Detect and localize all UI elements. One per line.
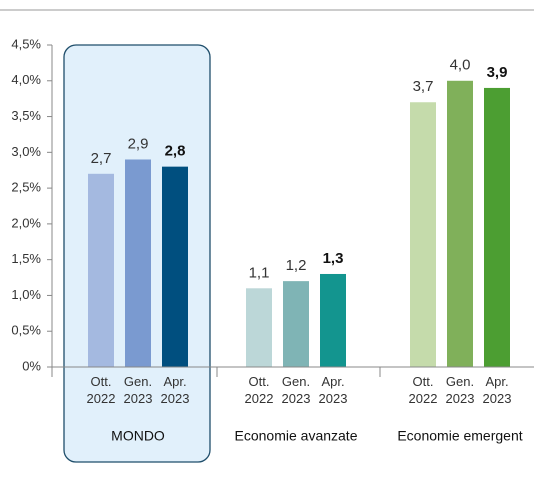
sub-category-label: Gen. 2023 [282, 374, 311, 406]
sub-category-label: Ott. 2022 [245, 374, 274, 406]
y-tick-label: 2,0% [11, 215, 41, 230]
y-tick-label: 4,5% [11, 36, 41, 51]
bar [410, 102, 436, 367]
value-label: 1,3 [323, 250, 344, 267]
value-label: 1,2 [286, 257, 307, 274]
category-label: Economie avanzate [235, 428, 358, 444]
bar [283, 281, 309, 367]
sub-label-line: 2022 [409, 391, 438, 406]
sub-category-label: Apr. 2023 [483, 374, 512, 406]
sub-label-line: 2023 [282, 391, 311, 406]
value-label: 1,1 [249, 264, 270, 281]
sub-label-line: 2023 [446, 391, 475, 406]
bar [484, 87, 510, 367]
sub-label-line: Gen. [124, 374, 152, 389]
sub-label-line: Ott. [249, 374, 270, 389]
y-tick-label: 3,5% [11, 108, 41, 123]
y-tick-label: 2,5% [11, 180, 41, 195]
y-tick-label: 3,0% [11, 144, 41, 159]
sub-label-line: Ott. [413, 374, 434, 389]
y-tick-label: 1,0% [11, 287, 41, 302]
value-label: 2,9 [128, 135, 149, 152]
category-label: Economie emergent [397, 428, 522, 444]
y-tick-label: 0% [22, 358, 41, 373]
sub-category-label: Gen. 2023 [446, 374, 475, 406]
sub-label-line: 2022 [87, 391, 116, 406]
sub-label-line: 2023 [124, 391, 153, 406]
y-tick-label: 0,5% [11, 323, 41, 338]
sub-label-line: 2022 [245, 391, 274, 406]
sub-label-line: Apr. [485, 374, 508, 389]
sub-label-line: Apr. [163, 374, 186, 389]
sub-label-line: Ott. [91, 374, 112, 389]
value-label: 2,7 [91, 150, 112, 167]
bar [320, 273, 346, 367]
y-tick-label: 1,5% [11, 251, 41, 266]
sub-label-line: 2023 [319, 391, 348, 406]
sub-label-line: 2023 [483, 391, 512, 406]
value-label: 4,0 [450, 57, 471, 74]
sub-label-line: 2023 [161, 391, 190, 406]
value-label: 3,9 [487, 64, 508, 81]
bar [447, 80, 473, 368]
y-tick-label: 4,0% [11, 72, 41, 87]
bar [125, 159, 151, 367]
bar [246, 288, 272, 367]
sub-category-label: Gen. 2023 [124, 374, 153, 406]
sub-label-line: Gen. [446, 374, 474, 389]
value-label: 2,8 [165, 143, 186, 160]
sub-label-line: Gen. [282, 374, 310, 389]
bar [162, 166, 188, 367]
value-label: 3,7 [413, 78, 434, 95]
sub-category-label: Ott. 2022 [409, 374, 438, 406]
sub-category-label: Apr. 2023 [319, 374, 348, 406]
bar [88, 173, 114, 367]
sub-category-label: Ott. 2022 [87, 374, 116, 406]
sub-category-label: Apr. 2023 [161, 374, 190, 406]
sub-label-line: Apr. [321, 374, 344, 389]
category-label: MONDO [111, 428, 165, 444]
